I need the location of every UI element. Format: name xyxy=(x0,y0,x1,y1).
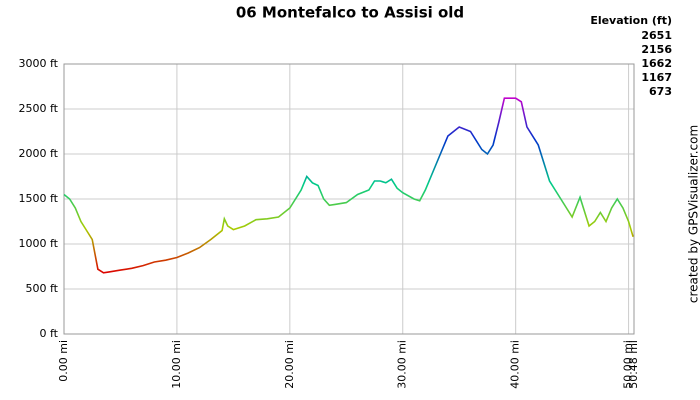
legend-value: 1662 xyxy=(641,57,672,70)
x-tick-label: 30.00 mi xyxy=(396,340,409,389)
y-tick-label: 1000 ft xyxy=(19,237,59,250)
legend-title: Elevation (ft) xyxy=(590,14,672,27)
x-tick-label: 50.00 mi xyxy=(622,340,635,389)
plot-frame xyxy=(63,63,635,335)
elevation-line xyxy=(63,97,634,274)
y-tick-label: 1500 ft xyxy=(19,192,59,205)
legend-value: 2156 xyxy=(641,43,672,56)
y-tick-label: 3000 ft xyxy=(19,57,59,70)
x-tick-label: 10.00 mi xyxy=(170,340,183,389)
y-tick-label: 0 ft xyxy=(40,327,59,340)
y-tick-label: 500 ft xyxy=(26,282,59,295)
x-tick-label: 20.00 mi xyxy=(283,340,296,389)
legend-value: 673 xyxy=(649,85,672,98)
legend-value: 1167 xyxy=(641,71,672,84)
credit: created by GPSVisualizer.com xyxy=(687,125,700,303)
y-tick-label: 2500 ft xyxy=(19,102,59,115)
y-tick-label: 2000 ft xyxy=(19,147,59,160)
x-tick-label: 50.48 mi xyxy=(627,340,640,389)
chart-title: 06 Montefalco to Assisi old xyxy=(236,4,464,22)
legend-value: 2651 xyxy=(641,29,672,42)
x-tick-label: 40.00 mi xyxy=(509,340,522,389)
x-tick-label: 0.00 mi xyxy=(57,340,70,382)
